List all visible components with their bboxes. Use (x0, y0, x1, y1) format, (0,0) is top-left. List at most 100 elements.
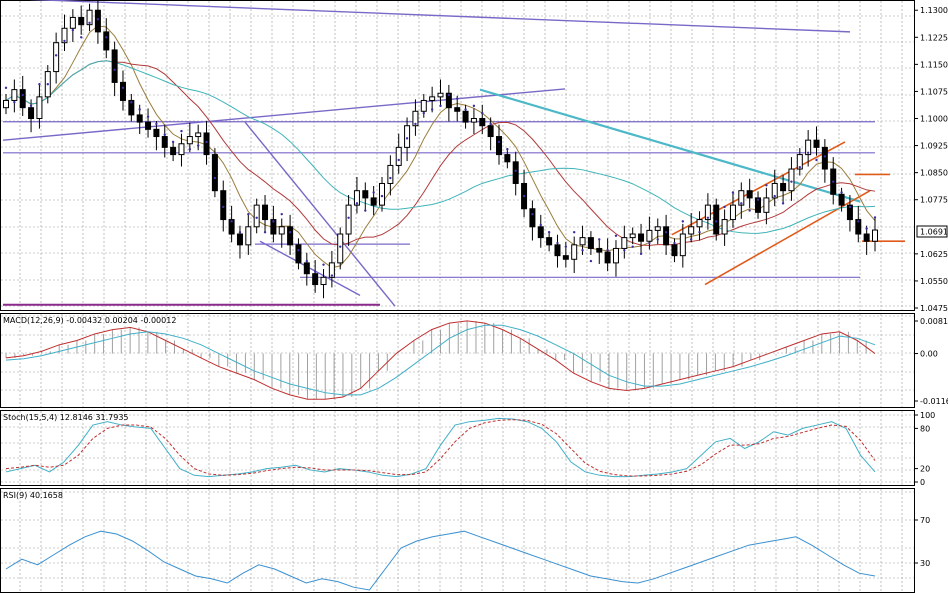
candle-body (688, 226, 695, 235)
candle-body (805, 139, 812, 156)
sar-dot (522, 194, 526, 198)
sar-dot (288, 231, 292, 234)
candle-body (3, 99, 9, 109)
candle-body (362, 190, 369, 199)
candle-body (429, 96, 436, 101)
candle-body (788, 168, 795, 192)
macd-signal-line (5, 324, 876, 396)
sar-dot (798, 166, 801, 169)
sar-dot (572, 231, 576, 234)
candle-body (612, 247, 619, 264)
sar-dot (464, 108, 467, 111)
candle-body (195, 132, 202, 138)
y-tick-label: 1.0475 (920, 304, 948, 313)
sar-dot (13, 101, 16, 104)
sar-dot (205, 140, 208, 144)
y-tick-label: 1.0925 (920, 142, 948, 151)
sar-dot (581, 249, 584, 252)
sar-dot (439, 104, 442, 108)
candle-body (780, 182, 787, 192)
sar-dot (781, 202, 785, 205)
candle-body (379, 182, 386, 206)
candle-body (412, 110, 419, 127)
candle-body (713, 204, 720, 235)
candle-body (69, 16, 76, 29)
candle-body (729, 204, 736, 221)
candle-body (203, 132, 210, 156)
candle-body (529, 208, 536, 228)
candle-body (704, 204, 711, 221)
candle-body (738, 190, 745, 206)
candle-body (370, 197, 377, 206)
sar-dot (113, 68, 116, 71)
candle-body (94, 9, 101, 33)
candle-body (287, 226, 294, 246)
candle-body (796, 154, 803, 170)
sar-dot (623, 249, 626, 252)
candle-body (646, 229, 653, 242)
sar-dot (405, 137, 409, 140)
sar-dot (614, 234, 618, 238)
candle-body (696, 219, 703, 228)
candle-body (178, 143, 185, 156)
sar-dot (230, 220, 233, 223)
sar-dot (748, 209, 751, 212)
y-tick-label: 0.00817 (920, 317, 948, 326)
sar-dot (589, 259, 593, 263)
y-tick-label: 70 (920, 516, 930, 525)
candle-body (838, 193, 845, 206)
sar-dot (832, 180, 835, 183)
macd-title: MACD(12,26,9) -0.00432 0.00204 -0.00012 (3, 316, 176, 325)
candle-body (763, 197, 770, 213)
price-panel[interactable] (0, 0, 915, 311)
candle-body (420, 99, 427, 112)
candle-body (353, 190, 360, 206)
sar-dot (765, 184, 768, 187)
sar-dot (272, 220, 275, 223)
candle-body (562, 255, 569, 260)
stoch-panel[interactable] (0, 410, 915, 486)
candle-body (78, 16, 85, 26)
sar-dot (656, 238, 659, 241)
sar-dot (297, 249, 300, 252)
candle-body (638, 233, 645, 242)
candle-body (345, 204, 352, 235)
stoch-main-line (5, 417, 876, 478)
candle-body (755, 197, 762, 213)
y-tick-label: 80 (920, 424, 930, 433)
sar-dot (29, 104, 33, 108)
sar-dot (456, 97, 459, 100)
rsi-series (5, 530, 876, 591)
sar-dot (196, 144, 200, 147)
sar-dot (21, 93, 24, 97)
sar-dot (255, 216, 258, 219)
candle-body (337, 233, 344, 264)
sar-dot (88, 21, 91, 25)
sar-dot (188, 147, 192, 151)
y-tick-label: 1.0775 (920, 196, 948, 205)
sar-dot (865, 227, 868, 230)
y-tick-label: 1.1150 (920, 60, 948, 69)
candle-body (312, 273, 319, 286)
sar-dot (96, 18, 100, 21)
candle-body (11, 89, 18, 101)
sar-dot (130, 101, 133, 104)
sar-dot (364, 209, 367, 212)
candle-body (571, 244, 578, 260)
candle-body (253, 204, 260, 228)
sar-dot (790, 180, 793, 183)
candle-body (161, 136, 168, 148)
trendline (479, 88, 861, 203)
candle-body (579, 237, 586, 246)
candle-body (445, 92, 452, 109)
sar-dot (121, 86, 125, 90)
macd-panel[interactable] (0, 313, 915, 408)
y-tick-label: 1.1225 (920, 33, 948, 42)
sar-dot (80, 36, 83, 39)
sar-dot (280, 212, 283, 216)
sar-dot (840, 191, 843, 194)
sar-dot (430, 108, 434, 111)
y-tick-label: 100 (920, 411, 935, 420)
trendline (244, 121, 396, 307)
